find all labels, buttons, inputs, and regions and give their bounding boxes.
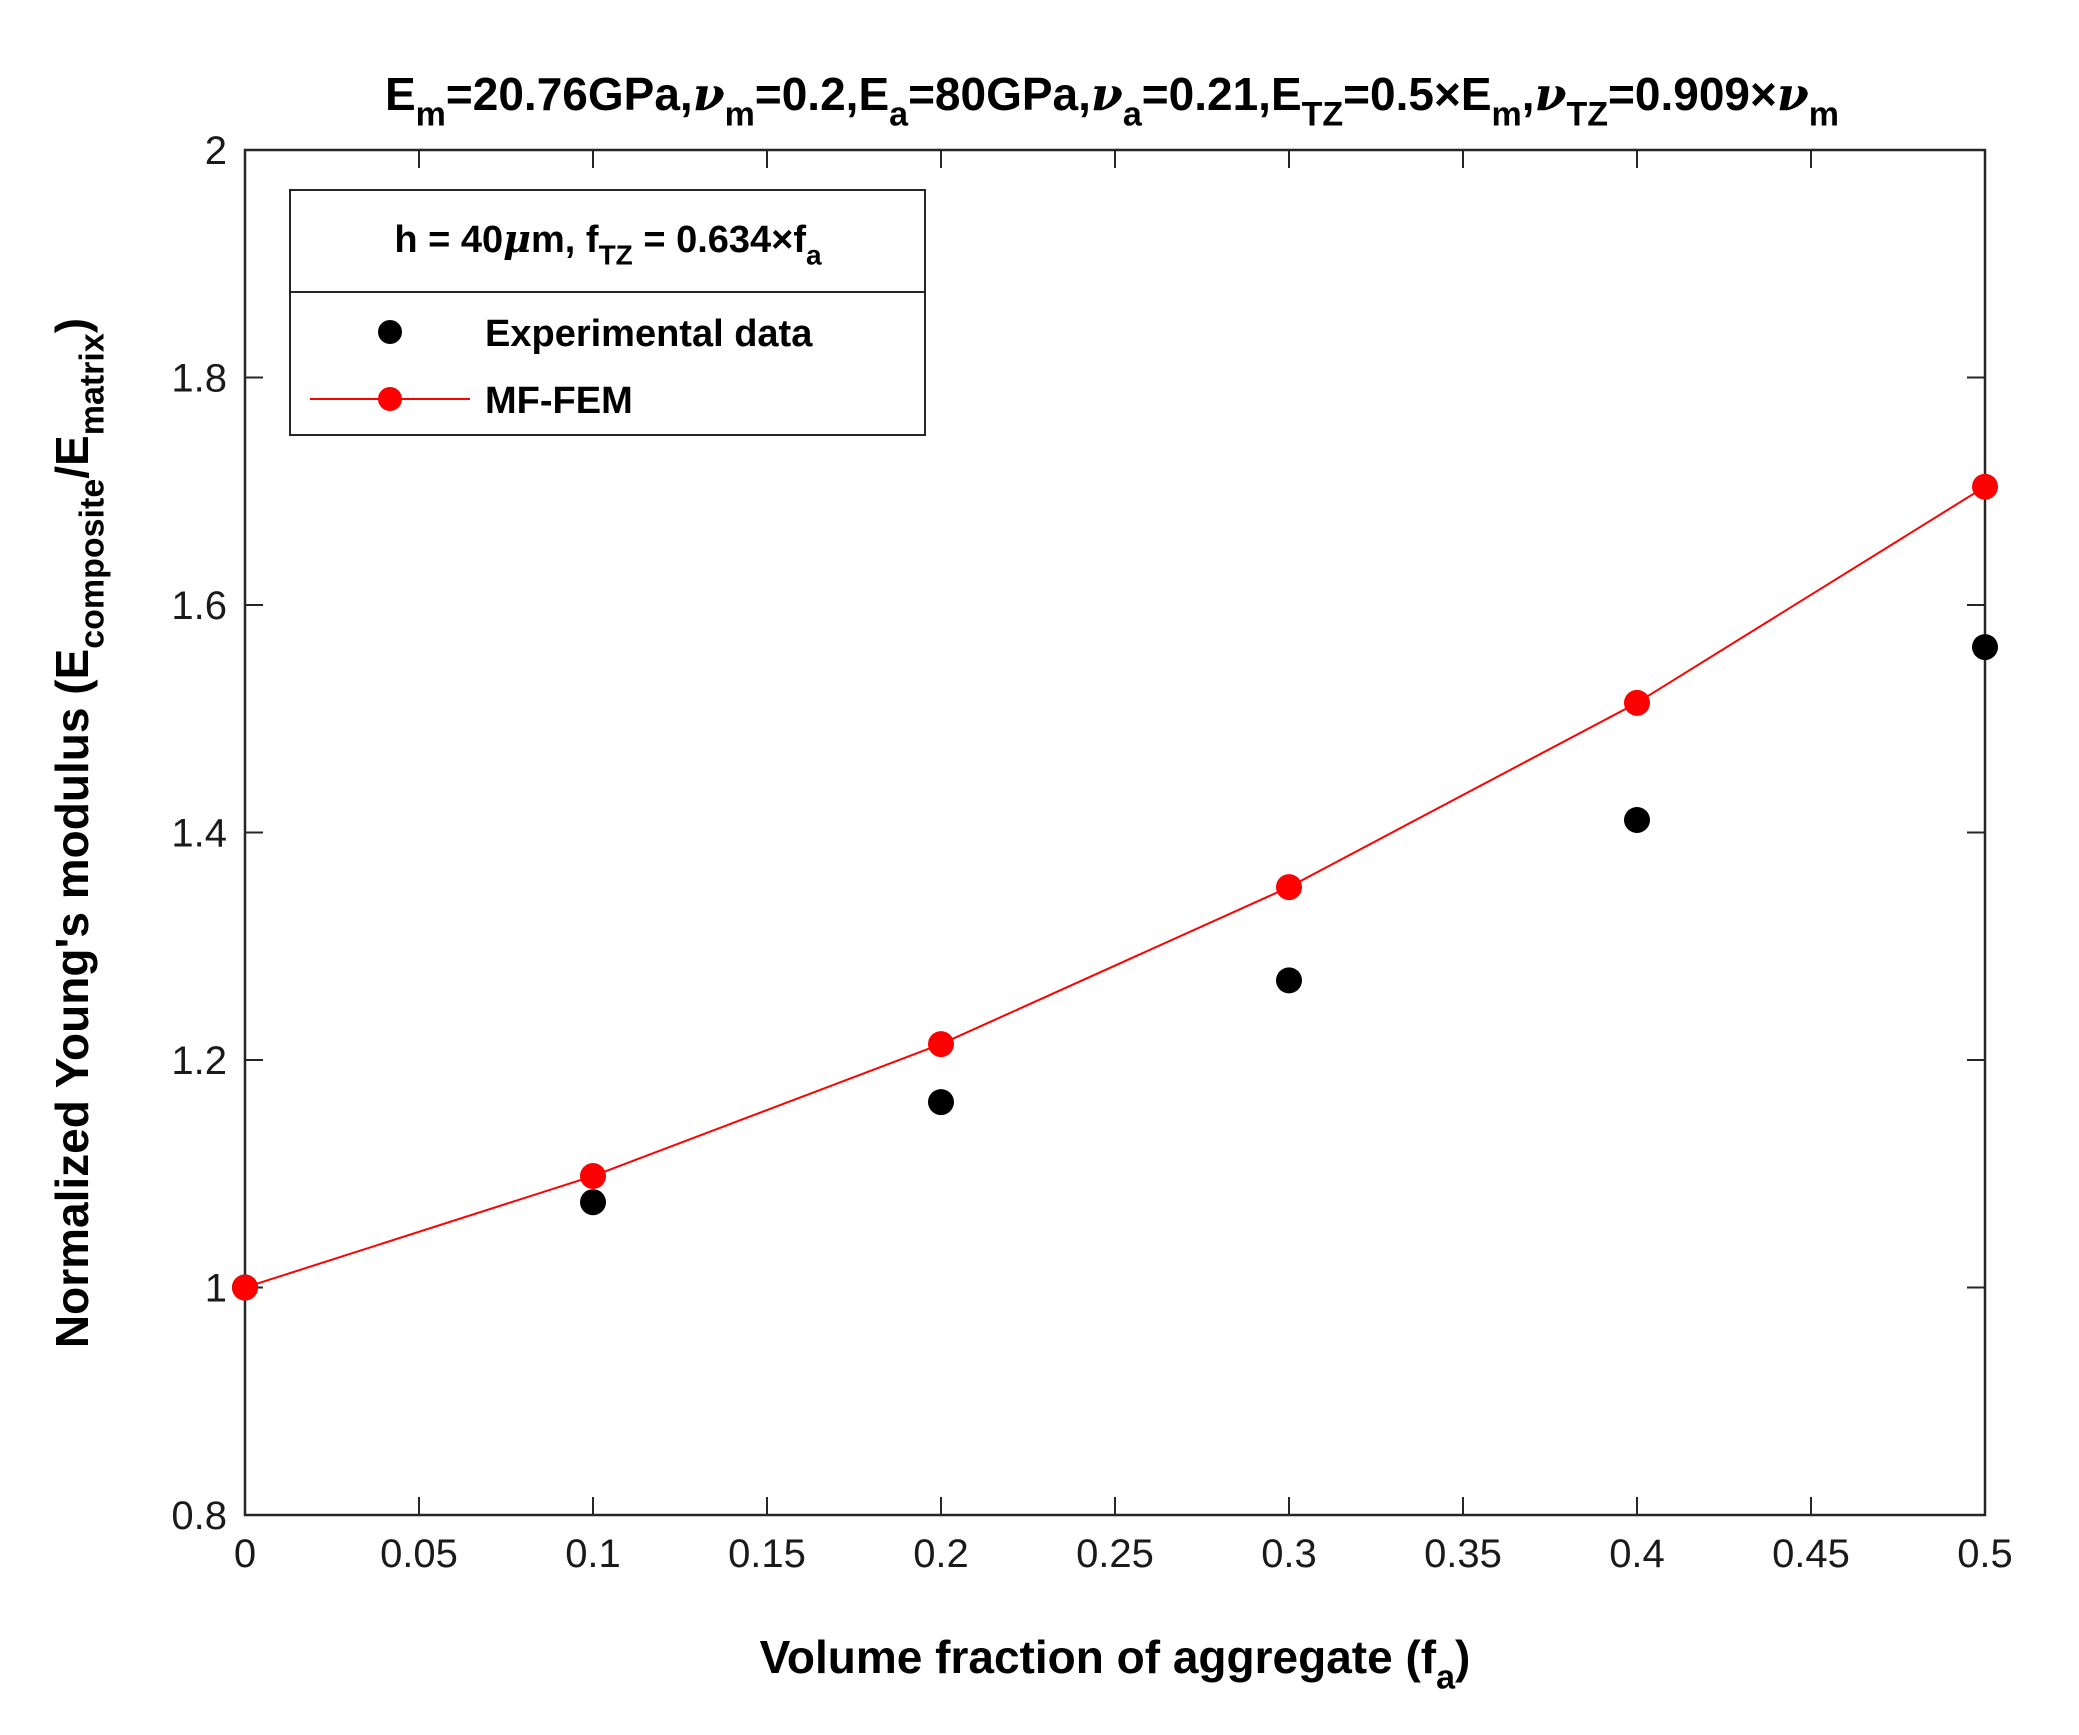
data-point-experimental-data bbox=[1624, 806, 1650, 833]
text-part: m bbox=[1492, 95, 1522, 133]
x-tick-label: 0.25 bbox=[1076, 1532, 1154, 1576]
text-part: Volume fraction of aggregate (f bbox=[760, 1631, 1437, 1683]
x-tick-label: 0.1 bbox=[565, 1532, 621, 1576]
x-tick-label: 0.45 bbox=[1772, 1532, 1850, 1576]
x-tick-label: 0.3 bbox=[1261, 1532, 1317, 1576]
y-tick-label: 1.4 bbox=[171, 812, 227, 856]
text-part: = 0.634×f bbox=[633, 219, 807, 261]
text-part: TZ bbox=[599, 240, 633, 271]
legend-header: h = 40μm, fTZ = 0.634×fa bbox=[394, 216, 822, 271]
text-part: ν bbox=[1091, 67, 1123, 121]
series-line-mf-fem bbox=[244, 485, 1986, 1289]
x-tick-label: 0.15 bbox=[728, 1532, 806, 1576]
y-tick-label: 1 bbox=[205, 1267, 227, 1311]
y-axis-label: Normalized Young's modulus (Ecomposite/E… bbox=[46, 318, 111, 1348]
y-tick-label: 1.2 bbox=[171, 1039, 227, 1083]
data-point-experimental-data bbox=[928, 1089, 954, 1116]
text-part: , bbox=[1522, 68, 1535, 120]
legend-experimental-label: Experimental data bbox=[485, 313, 813, 355]
text-part: m bbox=[416, 95, 446, 133]
text-part: a bbox=[889, 95, 909, 133]
series-layer bbox=[232, 473, 1998, 1301]
data-point-mf-fem bbox=[232, 1274, 258, 1301]
data-point-mf-fem bbox=[580, 1163, 606, 1190]
text-part: ν bbox=[1535, 67, 1567, 121]
text-part: ) bbox=[46, 318, 98, 333]
x-tick-label: 0 bbox=[234, 1532, 256, 1576]
text-part: ν bbox=[1777, 67, 1809, 121]
x-axis-ticks: 0 0.05 0.1 0.15 0.2 0.25 0.3 0.35 0.4 0.45 0.5 bbox=[234, 150, 2013, 1576]
data-point-mf-fem bbox=[1624, 689, 1650, 716]
text-part: m bbox=[725, 95, 755, 133]
data-point-mf-fem bbox=[1972, 473, 1998, 500]
text-part: TZ bbox=[1566, 95, 1608, 133]
x-tick-label: 0.4 bbox=[1609, 1532, 1665, 1576]
y-axis-ticks: 0.8 1 1.2 1.4 1.6 1.8 2 bbox=[171, 129, 1985, 1538]
text-part: ν bbox=[693, 67, 725, 121]
text-part: a bbox=[1436, 1658, 1456, 1696]
text-part: a bbox=[806, 240, 822, 271]
y-tick-label: 1.8 bbox=[171, 357, 227, 401]
x-tick-label: 0.2 bbox=[913, 1532, 969, 1576]
y-tick-label: 1.6 bbox=[171, 584, 227, 628]
y-tick-label: 2 bbox=[205, 129, 227, 173]
legend-mffem-marker bbox=[378, 387, 402, 411]
text-part: μ bbox=[503, 216, 531, 261]
data-point-experimental-data bbox=[1972, 634, 1998, 661]
text-part: =80GPa, bbox=[908, 68, 1091, 120]
data-point-mf-fem bbox=[1276, 874, 1302, 901]
text-part: =0.909× bbox=[1608, 68, 1777, 120]
text-part: =0.2,E bbox=[755, 68, 889, 120]
text-part: E bbox=[385, 68, 416, 120]
data-point-experimental-data bbox=[580, 1189, 606, 1216]
text-part: =0.5×E bbox=[1343, 68, 1491, 120]
text-part: m, f bbox=[531, 219, 599, 261]
x-tick-label: 0.5 bbox=[1957, 1532, 2013, 1576]
legend-mffem-label: MF-FEM bbox=[485, 380, 633, 422]
text-part: a bbox=[1123, 95, 1143, 133]
text-part: ) bbox=[1455, 1631, 1470, 1683]
text-part: Normalized Young's modulus (E bbox=[46, 649, 98, 1348]
text-part: m bbox=[1809, 95, 1839, 133]
y-tick-label: 0.8 bbox=[171, 1494, 227, 1538]
chart-title: Em=20.76GPa,νm=0.2,Ea=80GPa,νa=0.21,ETZ=… bbox=[385, 67, 1839, 133]
x-tick-label: 0.05 bbox=[380, 1532, 458, 1576]
text-part: =0.21,E bbox=[1142, 68, 1302, 120]
legend-experimental-marker bbox=[378, 320, 402, 344]
text-part: /E bbox=[46, 435, 98, 478]
data-point-experimental-data bbox=[1276, 967, 1302, 994]
text-part: TZ bbox=[1302, 95, 1344, 133]
x-tick-label: 0.35 bbox=[1424, 1532, 1502, 1576]
legend: h = 40μm, fTZ = 0.634×fa Experimental da… bbox=[289, 189, 926, 436]
x-axis-label: Volume fraction of aggregate (fa) bbox=[760, 1631, 1471, 1696]
text-part: h = 40 bbox=[394, 219, 503, 261]
data-point-mf-fem bbox=[928, 1031, 954, 1058]
text-part: matrix bbox=[73, 333, 111, 435]
text-part: =20.76GPa, bbox=[446, 68, 693, 120]
text-part: composite bbox=[73, 479, 111, 649]
